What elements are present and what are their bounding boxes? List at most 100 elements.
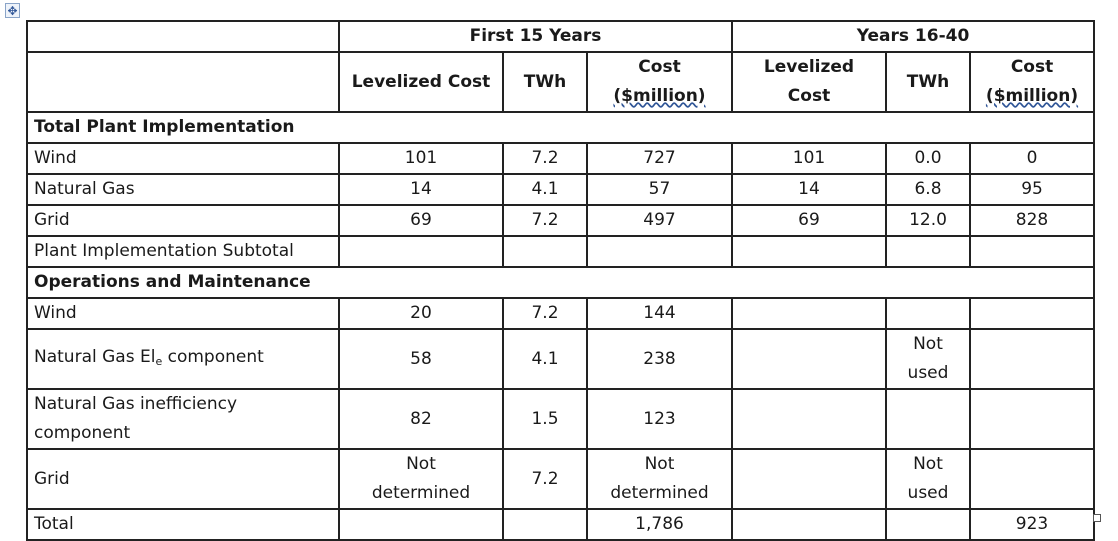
header-levelized-cost: Levelized Cost bbox=[338, 51, 504, 113]
cell-levelized-2: 101 bbox=[731, 142, 887, 175]
row-label: Natural Gas inefficiency component bbox=[26, 388, 340, 450]
cell-levelized-1: 20 bbox=[338, 297, 504, 330]
row-label: Grid bbox=[26, 204, 340, 237]
cell-levelized-2: 14 bbox=[731, 173, 887, 206]
cell-cost-1: 238 bbox=[586, 328, 733, 390]
row-label-line2: component bbox=[34, 423, 131, 443]
header-levelized-cost-2: Levelized Cost bbox=[731, 51, 887, 113]
cell-twh-2: Not used bbox=[885, 328, 971, 390]
cell-twh-2: Not used bbox=[885, 448, 971, 510]
table-row: Wind 101 7.2 727 101 0.0 0 bbox=[26, 142, 1096, 175]
cell-levelized-1-line1: Not bbox=[406, 454, 436, 474]
section-title-plant: Total Plant Implementation bbox=[25, 111, 1096, 144]
row-label-suffix: component bbox=[162, 346, 264, 367]
cell-levelized-1: 82 bbox=[338, 388, 504, 450]
row-label: Natural Gas bbox=[26, 173, 340, 206]
header-twh-2: TWh bbox=[885, 51, 971, 113]
cost-table: First 15 Years Years 16-40 Levelized Cos… bbox=[25, 20, 1096, 541]
cell-twh-1: 7.2 bbox=[502, 204, 588, 237]
row-label-main: Natural Gas El bbox=[34, 346, 156, 367]
row-label: Plant Implementation Subtotal bbox=[26, 235, 340, 268]
cell-cost-1: 727 bbox=[586, 142, 733, 175]
empty-cell bbox=[338, 508, 504, 541]
section-row-om: Operations and Maintenance bbox=[25, 266, 1096, 299]
cell-levelized-1-line2: determined bbox=[371, 483, 471, 503]
header-cost-line2: ($million) bbox=[613, 86, 706, 106]
cell-twh-1: 7.2 bbox=[502, 297, 588, 330]
cell-levelized-1: 101 bbox=[338, 142, 504, 175]
row-label: Total bbox=[26, 508, 340, 541]
row-label-line1: Natural Gas inefficiency bbox=[34, 394, 238, 414]
table-move-handle[interactable]: ✥ bbox=[5, 3, 20, 18]
cell-levelized-1: Not determined bbox=[338, 448, 504, 510]
header-years-16-40: Years 16-40 bbox=[730, 20, 1096, 53]
row-label: Wind bbox=[26, 142, 340, 175]
row-label: Grid bbox=[26, 448, 340, 510]
cell-twh-1: 1.5 bbox=[502, 388, 588, 450]
header-empty-cell bbox=[26, 20, 340, 53]
empty-cell bbox=[885, 297, 971, 330]
empty-cell bbox=[502, 508, 588, 541]
cell-cost-2: 0 bbox=[968, 142, 1096, 175]
header-cost: Cost ($million) bbox=[586, 51, 733, 113]
header-twh: TWh bbox=[502, 51, 588, 113]
cell-twh-1: 7.2 bbox=[502, 448, 588, 510]
header-first-15-years: First 15 Years bbox=[338, 20, 733, 53]
row-label-subscript: e bbox=[155, 354, 163, 368]
empty-cell bbox=[731, 508, 887, 541]
row-label: Wind bbox=[26, 297, 340, 330]
table-row: Natural Gas 14 4.1 57 14 6.8 95 bbox=[26, 173, 1096, 206]
empty-cell bbox=[731, 297, 887, 330]
section-row-plant: Total Plant Implementation bbox=[25, 111, 1096, 144]
empty-cell bbox=[885, 388, 971, 450]
cell-cost-2: 828 bbox=[968, 204, 1096, 237]
header-cost2-line1: Cost bbox=[1010, 57, 1054, 77]
cell-levelized-1: 58 bbox=[338, 328, 504, 390]
cell-twh-2-line2: used bbox=[907, 483, 949, 503]
table-row: Natural Gas inefficiency component 82 1.5… bbox=[26, 388, 1096, 450]
empty-cell bbox=[338, 235, 504, 268]
header-cost-2: Cost ($million) bbox=[968, 51, 1096, 113]
empty-cell bbox=[968, 235, 1096, 268]
cell-cost-1-line1: Not bbox=[644, 454, 675, 474]
header-column-row: Levelized Cost TWh Cost ($million) Leveli… bbox=[26, 51, 1096, 113]
cell-twh-1: 7.2 bbox=[502, 142, 588, 175]
cell-twh-2: 12.0 bbox=[885, 204, 971, 237]
empty-cell bbox=[968, 297, 1096, 330]
cell-cost-1: 144 bbox=[586, 297, 733, 330]
cell-cost-1: 123 bbox=[586, 388, 733, 450]
cell-twh-1: 4.1 bbox=[502, 173, 588, 206]
table-row: Grid 69 7.2 497 69 12.0 828 bbox=[26, 204, 1096, 237]
table-row-subtotal: Plant Implementation Subtotal bbox=[26, 235, 1096, 268]
empty-cell bbox=[968, 328, 1096, 390]
empty-cell bbox=[731, 328, 887, 390]
empty-cell bbox=[885, 235, 971, 268]
cell-cost-2: 923 bbox=[968, 508, 1096, 541]
section-title-om: Operations and Maintenance bbox=[25, 266, 1096, 299]
empty-cell bbox=[968, 388, 1096, 450]
row-label: Natural Gas Ele component bbox=[26, 328, 340, 390]
empty-cell bbox=[731, 235, 887, 268]
cell-twh-2-line2: used bbox=[907, 363, 949, 383]
table-resize-handle[interactable] bbox=[1093, 514, 1101, 522]
cell-levelized-1: 69 bbox=[338, 204, 504, 237]
empty-cell bbox=[586, 235, 733, 268]
move-arrows-icon: ✥ bbox=[7, 3, 18, 18]
header-group-row: First 15 Years Years 16-40 bbox=[26, 20, 1096, 53]
cell-levelized-2: 69 bbox=[731, 204, 887, 237]
cell-cost-1-line2: determined bbox=[610, 483, 709, 503]
cell-twh-2: 6.8 bbox=[885, 173, 971, 206]
table-row: Grid Not determined 7.2 Not determined Not… bbox=[26, 448, 1096, 510]
empty-cell bbox=[968, 448, 1096, 510]
empty-cell bbox=[885, 508, 971, 541]
cell-cost-1: 1,786 bbox=[586, 508, 733, 541]
table-row: Natural Gas Ele component 58 4.1 238 Not… bbox=[26, 328, 1096, 390]
table-row: Wind 20 7.2 144 bbox=[26, 297, 1096, 330]
cell-cost-1: 57 bbox=[586, 173, 733, 206]
cell-levelized-1: 14 bbox=[338, 173, 504, 206]
header-levelized-line2: Cost bbox=[787, 86, 831, 106]
empty-cell bbox=[502, 235, 588, 268]
cell-cost-1: 497 bbox=[586, 204, 733, 237]
cell-cost-2: 95 bbox=[968, 173, 1096, 206]
cell-twh-2-line1: Not bbox=[913, 454, 943, 474]
